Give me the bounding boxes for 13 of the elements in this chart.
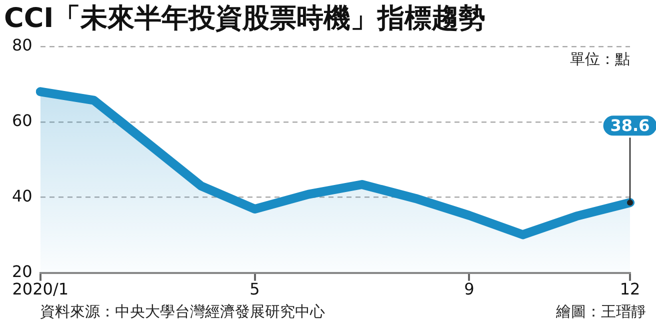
x-tick-label: 2020/1 bbox=[12, 280, 69, 299]
data-label: 38.6 bbox=[610, 116, 650, 135]
y-tick-label: 80 bbox=[12, 36, 32, 55]
source-note: 資料來源：中央大學台灣經濟發展研究中心 bbox=[40, 302, 325, 320]
y-tick-label: 20 bbox=[12, 262, 32, 281]
annotation: 單位：點 bbox=[570, 50, 630, 68]
chart-title: CCI「未來半年投資股票時機」指標趨勢 bbox=[4, 3, 486, 34]
y-tick-label: 60 bbox=[12, 111, 32, 130]
x-tick-label: 9 bbox=[464, 280, 474, 299]
x-tick-label: 5 bbox=[250, 280, 260, 299]
y-tick-label: 40 bbox=[12, 186, 32, 206]
text: 繪圖：王瑨靜 bbox=[555, 302, 646, 320]
x-tick-label: 12 bbox=[620, 280, 640, 299]
